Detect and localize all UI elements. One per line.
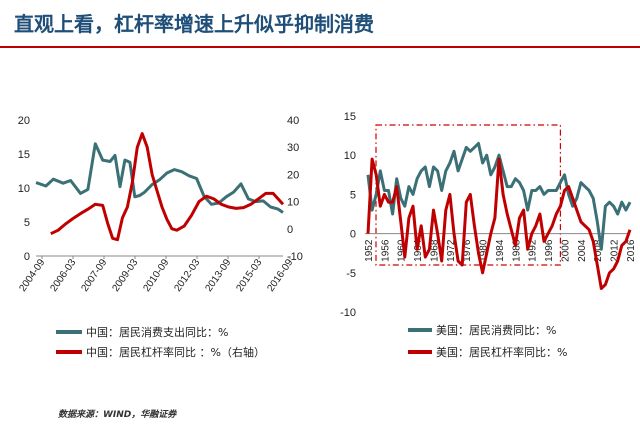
usa-x-tick-label: 2012 [610,239,621,262]
usa-legend-label: 美国：居民杠杆率同比：% [436,345,567,359]
china-right-tick-label: 20 [287,169,299,181]
usa-leverage-line [366,157,632,290]
usa-consumption-line [366,141,632,251]
usa-x-tick-label: 1964 [413,239,424,262]
usa-y-tick-label: 0 [350,229,356,241]
slide-title: 直观上看，杠杆率增速上升似乎抑制消费 [14,12,374,36]
china-x-tick-label: 2012-03 [172,257,202,294]
china-leverage-line [50,132,285,242]
usa-legend-label: 美国：居民消费同比：% [436,323,556,337]
china-right-tick-label: 30 [287,142,299,154]
china-legend-label: 中国：居民消费支出同比：% [86,325,228,339]
usa-x-tick-label: 1992 [528,239,539,262]
usa-x-tick-label: 1980 [479,239,490,262]
china-x-tick-label: 2007-09 [79,257,109,294]
china-x-tick-label: 2006-03 [48,257,78,294]
china-x-tick-label: 2009-03 [110,257,140,294]
usa-x-tick-label: 1988 [511,239,522,262]
china-left-tick-label: 0 [24,251,30,263]
usa-y-tick-label: 15 [344,111,356,123]
china-legend-label: 中国：居民杠杆率同比 ：%（右轴） [86,345,265,359]
usa-x-tick-label: 1984 [495,239,506,262]
usa-x-tick-label: 1956 [380,239,391,262]
usa-y-tick-label: -10 [340,307,356,319]
china-x-tick-label: 2013-09 [203,257,233,294]
china-left-tick-label: 20 [18,115,30,127]
china-x-tick-label: 2016-09 [265,257,295,294]
china-chart: 0 5 10 15 20 -10 0 10 20 30 40 2004-09 2006-03 2007-0… [17,115,303,359]
china-x-tick-label: 2004-09 [17,257,47,294]
china-left-tick-label: 5 [24,217,30,229]
china-x-tick-label: 2015-03 [234,257,264,294]
source-note: 数据来源：WIND，华融证券 [58,410,177,420]
china-right-tick-label: 0 [287,224,293,236]
usa-chart: -10 -5 0 5 10 15 1952 1956 1960 1964 1968 1972 1976 1… [340,111,637,359]
usa-x-tick-label: 2008 [593,239,604,262]
china-right-tick-label: -10 [287,251,303,263]
china-x-tick-label: 2010-09 [141,257,171,294]
usa-x-tick-label: 2000 [561,239,572,262]
china-left-tick-label: 10 [18,183,30,195]
usa-x-tick-label: 2016 [626,239,637,262]
china-left-tick-label: 15 [18,149,30,161]
usa-x-tick-label: 1976 [462,239,473,262]
title-divider [0,46,640,48]
usa-x-tick-label: 1952 [364,239,375,262]
usa-x-tick-label: 2004 [577,239,588,262]
usa-x-tick-label: 1996 [544,239,555,262]
usa-y-tick-label: 5 [350,189,356,201]
usa-y-tick-label: -5 [346,268,356,280]
usa-x-tick-label: 1972 [446,239,457,262]
usa-y-tick-label: 10 [344,150,356,162]
china-right-tick-label: 10 [287,197,299,209]
china-right-tick-label: 40 [287,115,299,127]
usa-x-tick-label: 1968 [430,239,441,262]
usa-x-tick-label: 1960 [397,239,408,262]
